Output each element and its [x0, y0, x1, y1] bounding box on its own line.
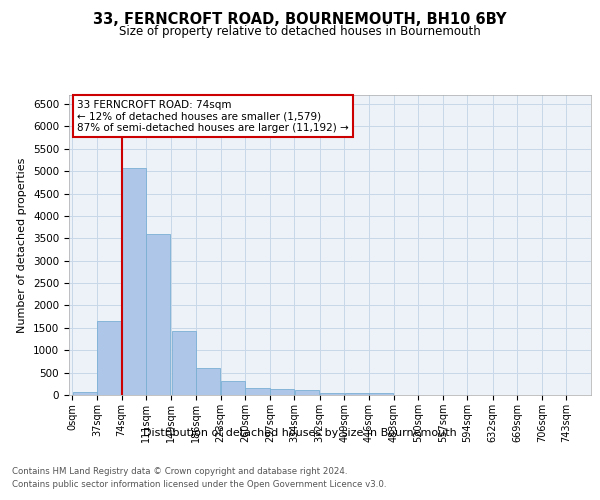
Bar [369, 393, 393, 395]
Bar [172, 331, 196, 395]
Bar [270, 390, 294, 395]
Bar [344, 393, 368, 395]
Bar [73, 392, 97, 395]
Text: Distribution of detached houses by size in Bournemouth: Distribution of detached houses by size … [143, 428, 457, 438]
Bar [122, 168, 146, 395]
Bar [320, 392, 344, 395]
Text: Contains HM Land Registry data © Crown copyright and database right 2024.: Contains HM Land Registry data © Crown c… [12, 467, 347, 476]
Bar [221, 381, 245, 395]
Text: 33, FERNCROFT ROAD, BOURNEMOUTH, BH10 6BY: 33, FERNCROFT ROAD, BOURNEMOUTH, BH10 6B… [93, 12, 507, 28]
Bar [196, 368, 220, 395]
Bar [97, 321, 121, 395]
Text: Contains public sector information licensed under the Open Government Licence v3: Contains public sector information licen… [12, 480, 386, 489]
Text: 33 FERNCROFT ROAD: 74sqm
← 12% of detached houses are smaller (1,579)
87% of sem: 33 FERNCROFT ROAD: 74sqm ← 12% of detach… [77, 100, 349, 132]
Bar [146, 234, 170, 395]
Text: Size of property relative to detached houses in Bournemouth: Size of property relative to detached ho… [119, 25, 481, 38]
Y-axis label: Number of detached properties: Number of detached properties [17, 158, 28, 332]
Bar [245, 388, 269, 395]
Bar [295, 390, 319, 395]
